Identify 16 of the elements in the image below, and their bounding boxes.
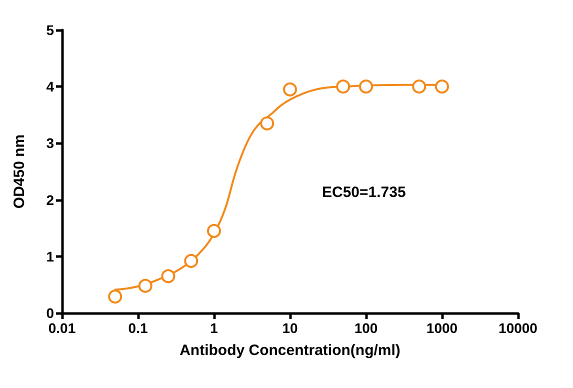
annotation: EC50=1.735 [322, 184, 406, 201]
x-tick-label: 1000 [426, 320, 458, 336]
y-tick-label: 0 [46, 305, 54, 321]
y-tick-label: 2 [46, 192, 54, 208]
y-axis-title: OD450 nm [11, 134, 28, 209]
x-axis-title: Antibody Concentration(ng/ml) [180, 342, 400, 359]
y-tick-label: 5 [46, 22, 54, 38]
x-tick-label: 100 [354, 320, 378, 336]
y-tick-label: 1 [46, 248, 54, 264]
x-tick-label: 1 [210, 320, 218, 336]
x-tick-label: 10000 [498, 320, 538, 336]
y-tick-label: 4 [46, 78, 54, 95]
x-tick-label: 0.1 [128, 320, 148, 336]
y-tick-label: 3 [46, 135, 54, 152]
x-tick-label: 0.01 [48, 320, 76, 336]
x-tick-label: 10 [282, 320, 298, 336]
